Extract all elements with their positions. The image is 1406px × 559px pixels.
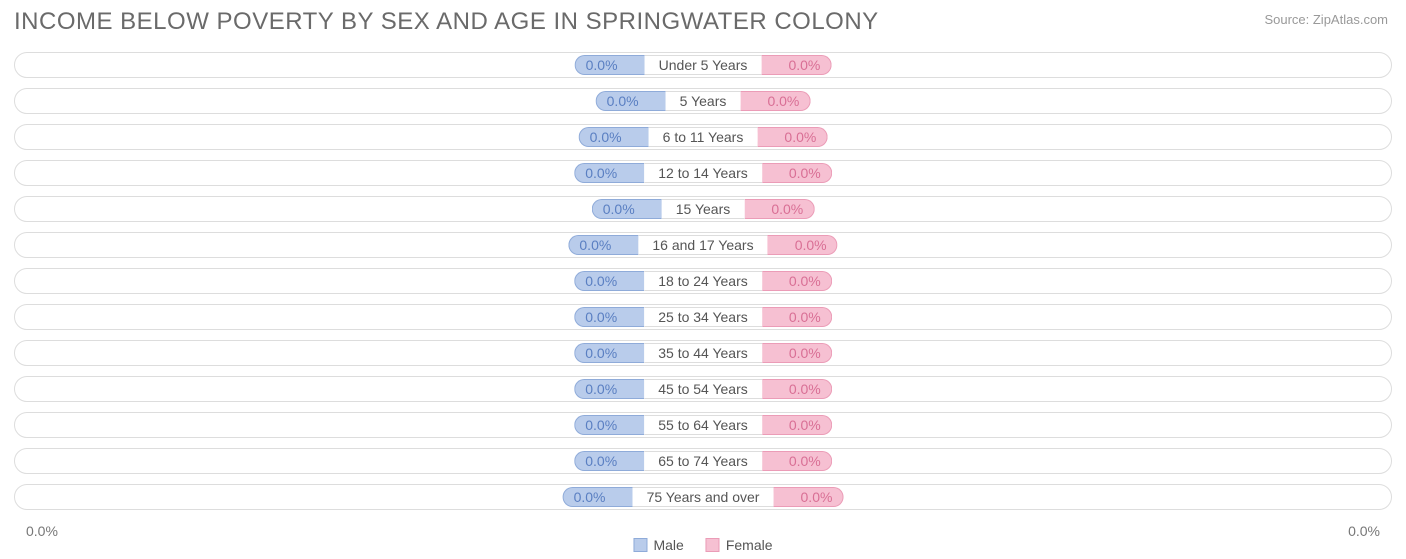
track-row: 0.0%6 to 11 Years0.0% <box>14 124 1392 150</box>
age-label: Under 5 Years <box>645 55 762 75</box>
age-label: 35 to 44 Years <box>644 343 762 363</box>
bar-female: 0.0% <box>762 415 832 435</box>
age-label: 12 to 14 Years <box>644 163 762 183</box>
track-row: 0.0%18 to 24 Years0.0% <box>14 268 1392 294</box>
track-row: 0.0%Under 5 Years0.0% <box>14 52 1392 78</box>
bar-male: 0.0% <box>574 415 644 435</box>
bar-group: 0.0%75 Years and over0.0% <box>563 487 844 507</box>
legend-label-male: Male <box>653 537 683 553</box>
track-row: 0.0%35 to 44 Years0.0% <box>14 340 1392 366</box>
bar-female: 0.0% <box>744 199 814 219</box>
track-row: 0.0%5 Years0.0% <box>14 88 1392 114</box>
bar-female: 0.0% <box>762 307 832 327</box>
bar-group: 0.0%15 Years0.0% <box>592 199 815 219</box>
bar-male: 0.0% <box>574 163 644 183</box>
age-label: 45 to 54 Years <box>644 379 762 399</box>
bar-female: 0.0% <box>762 379 832 399</box>
bar-male: 0.0% <box>596 91 666 111</box>
bar-female: 0.0% <box>762 451 832 471</box>
bar-male: 0.0% <box>574 451 644 471</box>
track-row: 0.0%25 to 34 Years0.0% <box>14 304 1392 330</box>
bar-male: 0.0% <box>592 199 662 219</box>
bar-group: 0.0%12 to 14 Years0.0% <box>574 163 832 183</box>
bar-group: 0.0%55 to 64 Years0.0% <box>574 415 832 435</box>
age-label: 15 Years <box>662 199 745 219</box>
bar-male: 0.0% <box>575 55 645 75</box>
legend-label-female: Female <box>726 537 773 553</box>
bar-female: 0.0% <box>740 91 810 111</box>
track-row: 0.0%16 and 17 Years0.0% <box>14 232 1392 258</box>
bar-male: 0.0% <box>574 307 644 327</box>
age-label: 75 Years and over <box>633 487 774 507</box>
bar-female: 0.0% <box>757 127 827 147</box>
track-row: 0.0%75 Years and over0.0% <box>14 484 1392 510</box>
chart-plot-area: 0.0%Under 5 Years0.0%0.0%5 Years0.0%0.0%… <box>14 52 1392 517</box>
age-label: 5 Years <box>666 91 741 111</box>
bar-group: 0.0%5 Years0.0% <box>596 91 811 111</box>
bar-male: 0.0% <box>574 271 644 291</box>
bar-male: 0.0% <box>568 235 638 255</box>
age-label: 6 to 11 Years <box>649 127 758 147</box>
age-label: 25 to 34 Years <box>644 307 762 327</box>
legend-swatch-female <box>706 538 720 552</box>
bar-group: 0.0%35 to 44 Years0.0% <box>574 343 832 363</box>
chart-title: INCOME BELOW POVERTY BY SEX AND AGE IN S… <box>14 8 879 36</box>
bar-female: 0.0% <box>762 271 832 291</box>
bar-male: 0.0% <box>574 379 644 399</box>
legend-item-female: Female <box>706 537 773 553</box>
x-axis-right-tick: 0.0% <box>1348 523 1380 539</box>
bar-female: 0.0% <box>762 163 832 183</box>
track-row: 0.0%12 to 14 Years0.0% <box>14 160 1392 186</box>
chart-legend: Male Female <box>633 537 772 553</box>
bar-group: 0.0%16 and 17 Years0.0% <box>568 235 837 255</box>
track-row: 0.0%15 Years0.0% <box>14 196 1392 222</box>
track-row: 0.0%65 to 74 Years0.0% <box>14 448 1392 474</box>
legend-item-male: Male <box>633 537 683 553</box>
legend-swatch-male <box>633 538 647 552</box>
bar-male: 0.0% <box>574 343 644 363</box>
bar-group: 0.0%45 to 54 Years0.0% <box>574 379 832 399</box>
bar-female: 0.0% <box>768 235 838 255</box>
age-label: 16 and 17 Years <box>638 235 767 255</box>
bar-female: 0.0% <box>761 55 831 75</box>
age-label: 65 to 74 Years <box>644 451 762 471</box>
age-label: 18 to 24 Years <box>644 271 762 291</box>
x-axis-left-tick: 0.0% <box>26 523 58 539</box>
track-row: 0.0%55 to 64 Years0.0% <box>14 412 1392 438</box>
source-attribution: Source: ZipAtlas.com <box>1264 12 1388 27</box>
bar-group: 0.0%Under 5 Years0.0% <box>575 55 832 75</box>
bar-male: 0.0% <box>563 487 633 507</box>
bar-male: 0.0% <box>579 127 649 147</box>
age-label: 55 to 64 Years <box>644 415 762 435</box>
bar-group: 0.0%65 to 74 Years0.0% <box>574 451 832 471</box>
track-row: 0.0%45 to 54 Years0.0% <box>14 376 1392 402</box>
bar-group: 0.0%18 to 24 Years0.0% <box>574 271 832 291</box>
bar-group: 0.0%6 to 11 Years0.0% <box>579 127 828 147</box>
bar-female: 0.0% <box>773 487 843 507</box>
bar-group: 0.0%25 to 34 Years0.0% <box>574 307 832 327</box>
bar-female: 0.0% <box>762 343 832 363</box>
